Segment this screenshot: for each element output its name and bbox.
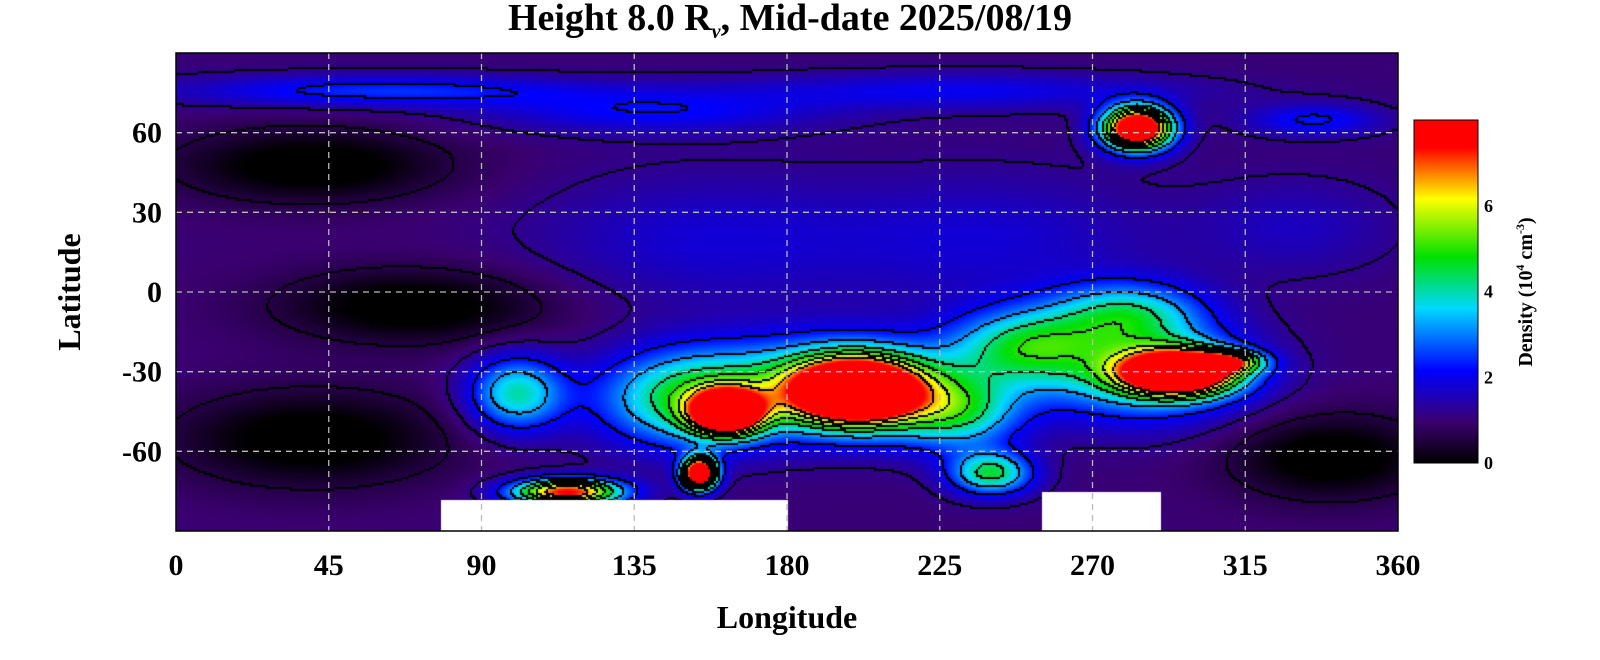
y-tick-labels: 60 30 0 -30 -60: [122, 117, 162, 469]
x-tick-label: 315: [1223, 549, 1268, 582]
x-tick-label: 360: [1376, 549, 1421, 582]
x-tick-label: 225: [917, 549, 962, 582]
x-axis-label: Longitude: [717, 599, 857, 635]
colorbar-label: Density (104 cm-3): [1513, 217, 1537, 366]
x-tick-label: 0: [169, 549, 184, 582]
x-tick-label: 180: [765, 549, 810, 582]
x-tick-label: 90: [467, 549, 497, 582]
colorbar: [1413, 119, 1479, 464]
x-tick-label: 45: [314, 549, 344, 582]
x-tick-label: 135: [612, 549, 657, 582]
chart-title: Height 8.0 Rν, Mid-date 2025/08/19: [508, 0, 1072, 43]
x-tick-label: 270: [1070, 549, 1115, 582]
y-tick-label: -60: [122, 435, 162, 468]
y-tick-label: -30: [122, 356, 162, 389]
plot-frame: [175, 52, 1399, 532]
grid-lines: [176, 53, 1398, 531]
colorbar-tick-label: 6: [1484, 196, 1493, 216]
x-tick-labels: 0 45 90 135 180 225 270 315 360: [169, 549, 1421, 582]
y-axis-label: Latitude: [51, 233, 87, 350]
colorbar-tick-label: 0: [1484, 453, 1493, 473]
colorbar-tick-label: 2: [1484, 367, 1493, 387]
y-tick-label: 0: [147, 276, 162, 309]
y-tick-label: 30: [132, 196, 162, 229]
y-tick-label: 60: [132, 117, 162, 150]
colorbar-tick-label: 4: [1484, 282, 1493, 302]
colorbar-tick-labels: 0 2 4 6: [1484, 196, 1493, 473]
